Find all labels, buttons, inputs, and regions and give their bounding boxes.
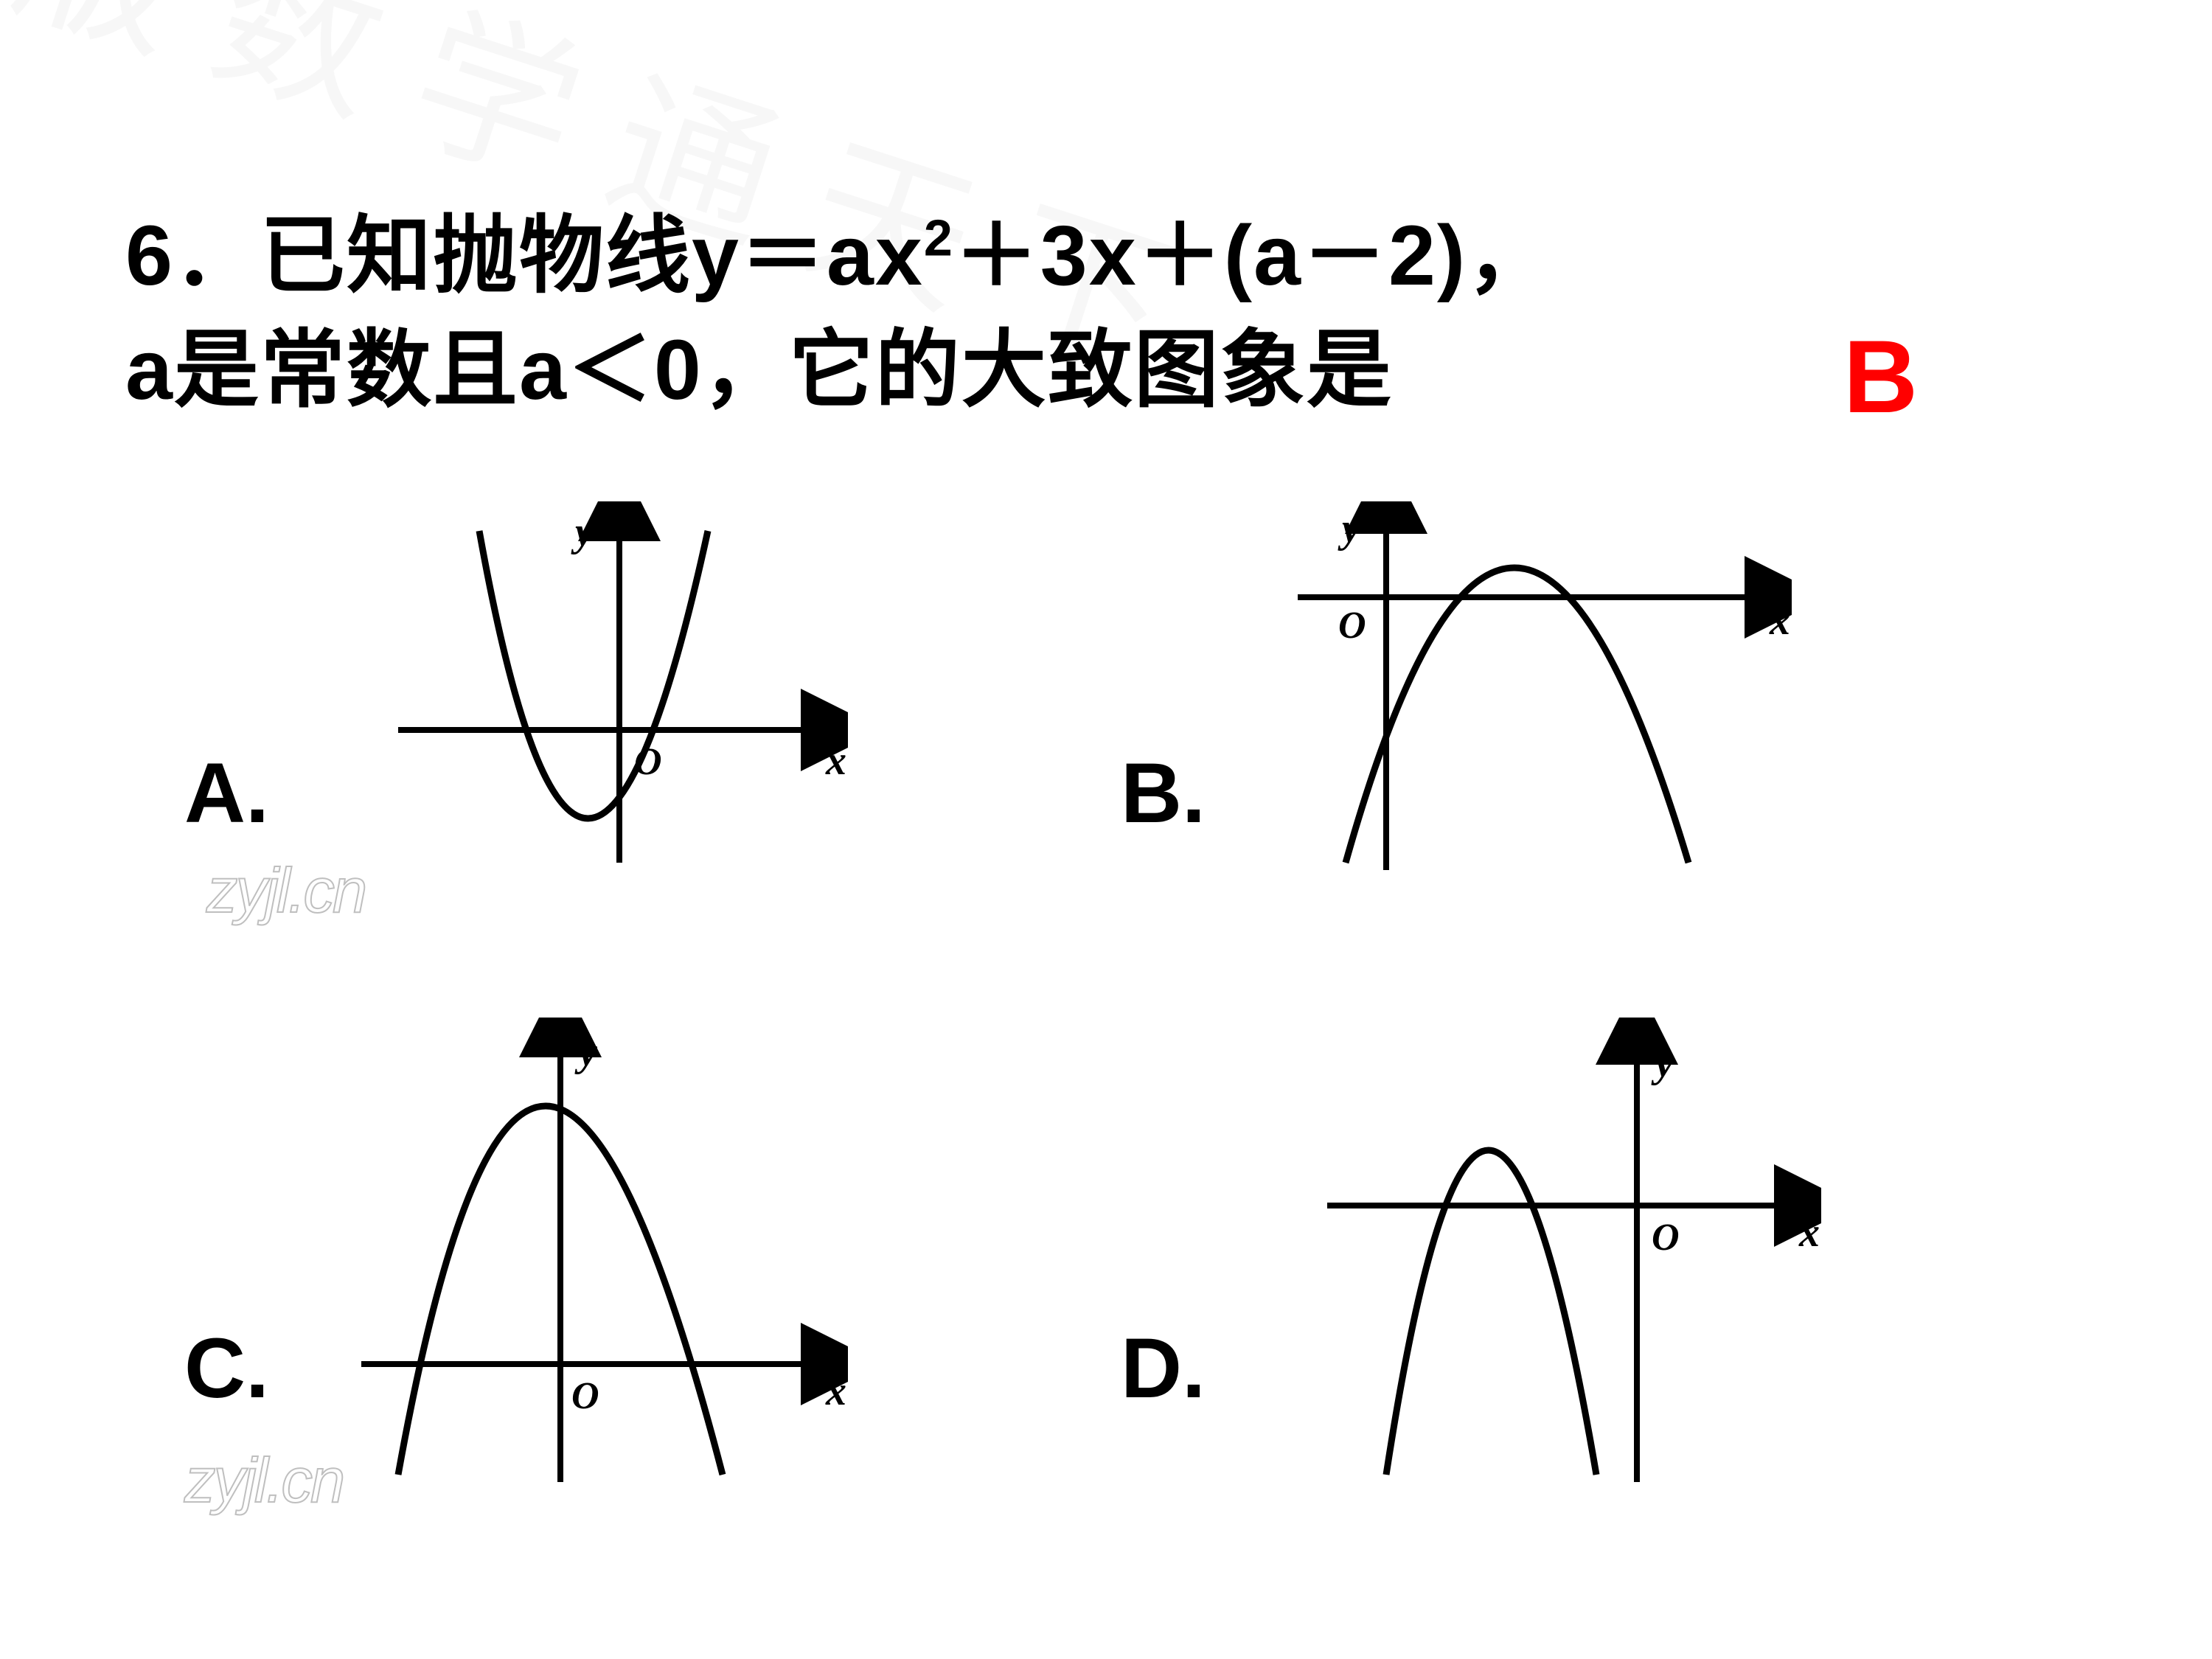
q-line1-pre: 已知抛物线y＝ax [260, 209, 924, 303]
q-line1-post: ＋3x＋(a－2)， [954, 209, 1553, 303]
q-line2: a是常数且a＜0，它的大致图象是 [125, 323, 1393, 417]
option-c-graph: x y O [332, 1018, 848, 1497]
svg-text:x: x [1798, 1210, 1820, 1256]
svg-text:y: y [1338, 506, 1361, 552]
option-a-label: A. [184, 745, 269, 842]
question-number: 6． [125, 209, 260, 303]
svg-text:y: y [571, 509, 594, 555]
answer-letter: B [1843, 317, 1918, 437]
svg-text:y: y [574, 1029, 598, 1075]
q-superscript: 2 [924, 209, 954, 267]
svg-text:x: x [825, 738, 846, 784]
option-b-graph: x y O [1276, 501, 1792, 885]
svg-text:O: O [1652, 1217, 1680, 1259]
svg-text:O: O [571, 1375, 599, 1417]
svg-text:x: x [1769, 598, 1790, 644]
option-d-graph: x y O [1305, 1018, 1821, 1497]
option-c-label: C. [184, 1320, 269, 1417]
question-text: 6．已知抛物线y＝ax2＋3x＋(a－2)， a是常数且a＜0，它的大致图象是 [125, 199, 2079, 428]
option-d-label: D. [1121, 1320, 1206, 1417]
svg-text:y: y [1651, 1040, 1674, 1086]
math-question-page: 版 数 学 通 天 下 6．已知抛物线y＝ax2＋3x＋(a－2)， a是常数且… [0, 0, 2212, 1659]
option-b-label: B. [1121, 745, 1206, 842]
watermark-zyjl-1: zyjl.cn [206, 855, 365, 928]
svg-text:x: x [825, 1368, 846, 1414]
watermark-zyjl-2: zyjl.cn [184, 1445, 343, 1517]
svg-text:O: O [1338, 605, 1366, 647]
option-a-graph: x y O [369, 501, 848, 885]
